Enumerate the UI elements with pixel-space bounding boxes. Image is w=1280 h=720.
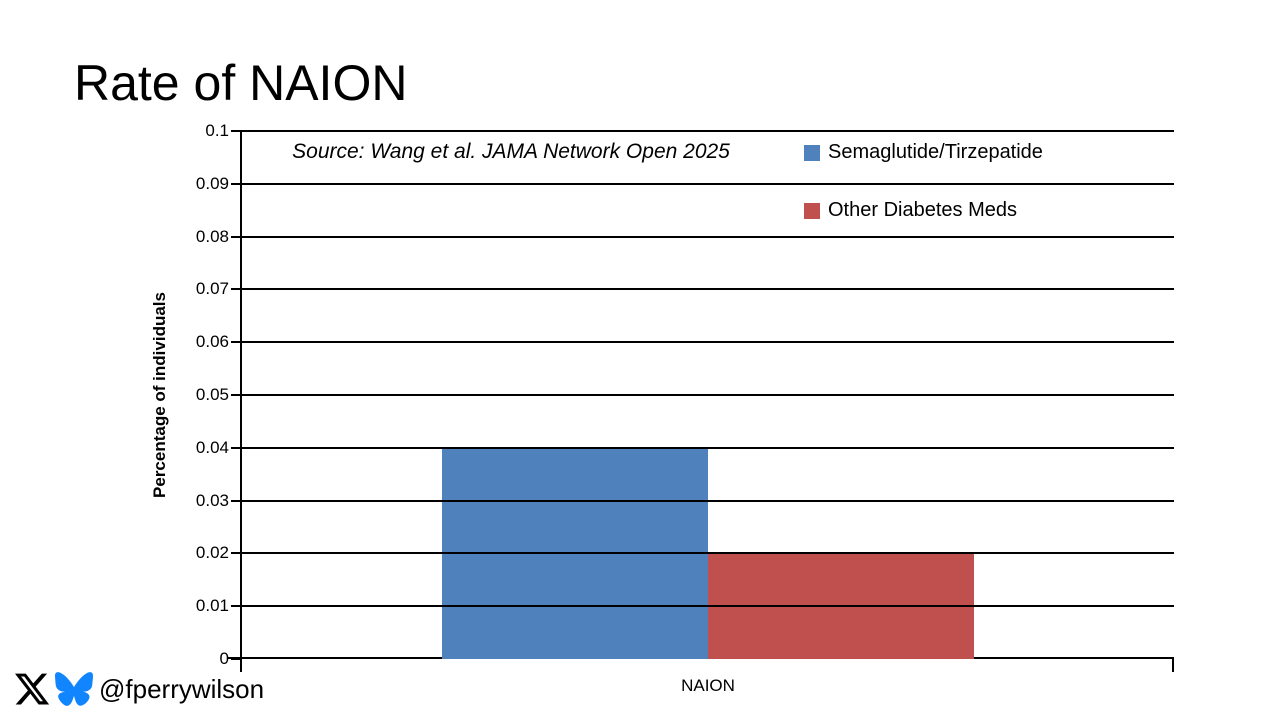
- bluesky-butterfly-icon-path: [55, 672, 93, 706]
- gridline: [242, 552, 1174, 554]
- y-tick-label: 0.05: [195, 385, 229, 404]
- y-axis-tick: [231, 658, 242, 660]
- page-title: Rate of NAION: [74, 55, 408, 111]
- y-tick-label: 0.02: [195, 543, 229, 562]
- source-note: Source: Wang et al. JAMA Network Open 20…: [292, 140, 730, 163]
- gridline: [242, 605, 1174, 607]
- x-twitter-icon-path: [14, 673, 50, 705]
- y-axis-tick: [231, 130, 242, 132]
- y-axis-tick: [231, 394, 242, 396]
- legend-swatch-red-icon: [804, 202, 820, 219]
- legend-label: Other Diabetes Meds: [828, 199, 1017, 221]
- y-tick-label: 0.08: [195, 227, 229, 246]
- gridline: [242, 130, 1174, 132]
- y-tick-label: 0.03: [195, 491, 229, 510]
- y-tick-label: 0.07: [195, 279, 229, 298]
- plot-area: 0.1 0.09 0.08 0.07 0.06 0.05 0.04 0.03 0.02 0.01 0: [196, 121, 1174, 672]
- gridline: [242, 500, 1174, 502]
- x-axis-end-tick: [1172, 657, 1174, 672]
- y-tick-label: 0.09: [195, 174, 229, 193]
- bluesky-butterfly-icon: [53, 670, 95, 708]
- y-tick-label: 0.1: [205, 121, 229, 140]
- y-axis-tick: [231, 183, 242, 185]
- gridline: [242, 447, 1174, 449]
- y-tick-label: 0.01: [195, 596, 229, 615]
- legend-entry-other-meds: Other Diabetes Meds: [804, 200, 1017, 221]
- legend-swatch-blue-icon: [804, 144, 820, 161]
- y-tick-label: 0: [219, 649, 229, 668]
- legend-label: Semaglutide/Tirzepatide: [828, 141, 1043, 163]
- x-category-label: NAION: [681, 676, 735, 695]
- y-axis-tick: [231, 341, 242, 343]
- social-handle: @fperrywilson: [99, 674, 265, 704]
- y-axis-tick: [231, 288, 242, 290]
- gridline: [242, 394, 1174, 396]
- gridline: [242, 341, 1174, 343]
- gridline: [242, 288, 1174, 290]
- gridline: [242, 236, 1174, 238]
- y-axis-tick: [231, 500, 242, 502]
- y-axis-tick: [231, 236, 242, 238]
- y-tick-label: 0.04: [195, 438, 229, 457]
- y-axis-tick: [231, 605, 242, 607]
- y-axis-tick: [231, 447, 242, 449]
- x-twitter-icon: [13, 670, 51, 708]
- footer: @fperrywilson: [13, 670, 264, 708]
- y-tick-label: 0.06: [195, 332, 229, 351]
- y-axis-tick: [231, 552, 242, 554]
- gridline: [242, 183, 1174, 185]
- y-axis-line: [240, 131, 242, 672]
- legend-entry-semaglutide: Semaglutide/Tirzepatide: [804, 142, 1043, 163]
